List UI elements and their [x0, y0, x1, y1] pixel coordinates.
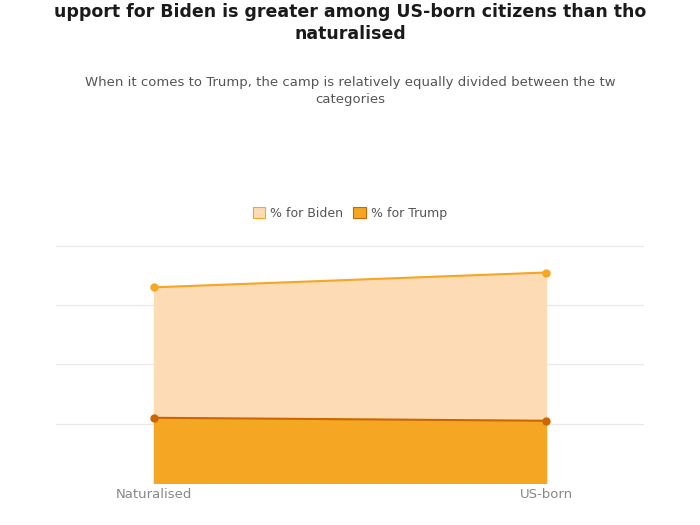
- Text: 71%: 71%: [558, 258, 586, 271]
- Legend: % for Biden, % for Trump: % for Biden, % for Trump: [253, 207, 447, 219]
- Text: 66%: 66%: [114, 273, 142, 286]
- Text: 21%: 21%: [558, 407, 586, 420]
- Text: When it comes to Trump, the camp is relatively equally divided between the tw
ca: When it comes to Trump, the camp is rela…: [85, 76, 615, 106]
- Text: 22%: 22%: [114, 404, 142, 417]
- Text: upport for Biden is greater among US-born citizens than tho
naturalised: upport for Biden is greater among US-bor…: [54, 3, 646, 43]
